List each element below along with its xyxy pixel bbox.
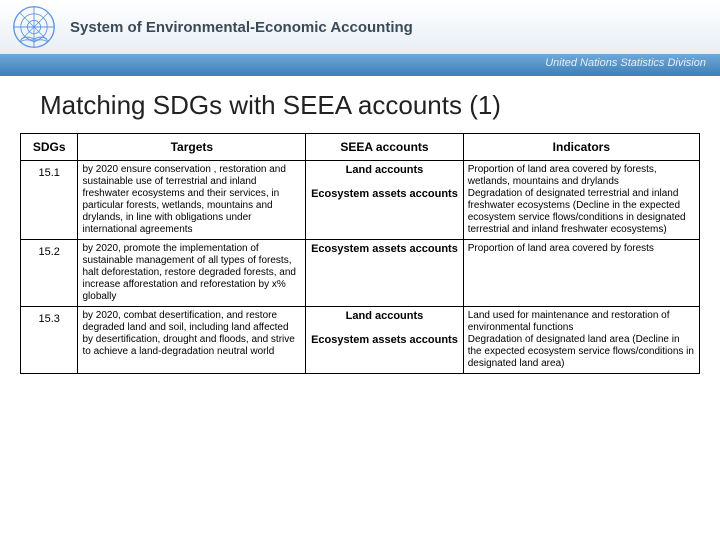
sdg-table: SDGs Targets SEEA accounts Indicators 15… bbox=[20, 133, 700, 374]
account-line: Ecosystem assets accounts bbox=[310, 243, 459, 256]
table-row: 15.3by 2020, combat desertification, and… bbox=[21, 307, 700, 374]
account-line: Ecosystem assets accounts bbox=[310, 334, 459, 347]
table-header-row: SDGs Targets SEEA accounts Indicators bbox=[21, 134, 700, 161]
indicators-cell: Land used for maintenance and restoratio… bbox=[463, 307, 699, 374]
sdg-cell: 15.1 bbox=[21, 161, 78, 240]
un-logo-icon bbox=[10, 3, 58, 51]
accounts-cell: Land accounts Ecosystem assets accounts bbox=[306, 161, 464, 240]
sdg-cell: 15.2 bbox=[21, 240, 78, 307]
header-title: System of Environmental-Economic Account… bbox=[70, 19, 413, 36]
account-line: Land accounts bbox=[310, 310, 459, 323]
target-cell: by 2020, promote the implementation of s… bbox=[78, 240, 306, 307]
table-container: SDGs Targets SEEA accounts Indicators 15… bbox=[0, 133, 720, 374]
header-bar: System of Environmental-Economic Account… bbox=[0, 0, 720, 54]
target-cell: by 2020, combat desertification, and res… bbox=[78, 307, 306, 374]
subheader-bar: United Nations Statistics Division bbox=[0, 54, 720, 76]
target-cell: by 2020 ensure conservation , restoratio… bbox=[78, 161, 306, 240]
indicators-cell: Proportion of land area covered by fores… bbox=[463, 161, 699, 240]
account-line: Ecosystem assets accounts bbox=[310, 188, 459, 201]
table-row: 15.1by 2020 ensure conservation , restor… bbox=[21, 161, 700, 240]
col-header-accounts: SEEA accounts bbox=[306, 134, 464, 161]
account-line: Land accounts bbox=[310, 164, 459, 177]
slide-title: Matching SDGs with SEEA accounts (1) bbox=[0, 76, 720, 133]
accounts-cell: Land accounts Ecosystem assets accounts bbox=[306, 307, 464, 374]
table-row: 15.2by 2020, promote the implementation … bbox=[21, 240, 700, 307]
col-header-sdgs: SDGs bbox=[21, 134, 78, 161]
col-header-targets: Targets bbox=[78, 134, 306, 161]
indicators-cell: Proportion of land area covered by fores… bbox=[463, 240, 699, 307]
sdg-cell: 15.3 bbox=[21, 307, 78, 374]
accounts-cell: Ecosystem assets accounts bbox=[306, 240, 464, 307]
col-header-indicators: Indicators bbox=[463, 134, 699, 161]
